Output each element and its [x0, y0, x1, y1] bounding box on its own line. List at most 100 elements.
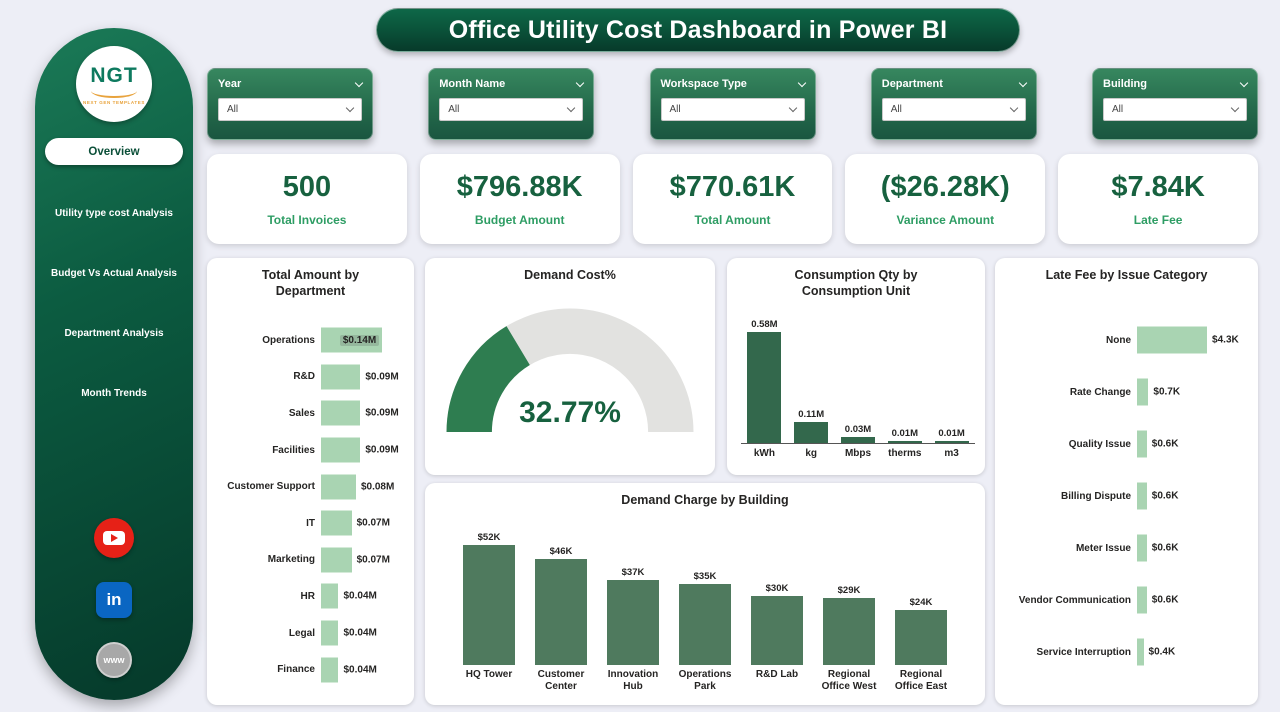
bar-column: 0.01M therms	[881, 312, 929, 461]
chart-title: Demand Charge by Building	[621, 493, 789, 507]
chevron-down-icon	[788, 103, 797, 113]
bar[interactable]	[321, 364, 361, 390]
bar-row: Facilities $0.09M	[215, 432, 406, 469]
bar-track: $0.6K	[1137, 585, 1250, 615]
bar-column: $37K Innovation Hub	[597, 519, 669, 699]
late-fee-by-issue-category-chart: Late Fee by Issue Category None $4.3K Rate…	[995, 258, 1258, 705]
category-label: IT	[306, 517, 315, 529]
category-label: None	[1106, 334, 1131, 346]
data-label: $29K	[837, 585, 861, 597]
youtube-play-box	[103, 531, 125, 545]
bar[interactable]: $0.14M	[321, 327, 383, 353]
department-dropdown[interactable]: All	[881, 98, 1026, 121]
year-dropdown[interactable]: All	[218, 98, 362, 121]
filter-header[interactable]: Department	[882, 78, 1027, 90]
filter-header[interactable]: Month Name	[439, 78, 585, 90]
kpi-value: $770.61K	[669, 171, 796, 203]
data-label: $0.09M	[365, 371, 399, 383]
bar[interactable]	[1137, 326, 1208, 354]
filter-building: Building All	[1092, 68, 1258, 140]
sidebar-item-budget-vs-actual-analysis[interactable]: Budget Vs Actual Analysis	[35, 263, 193, 281]
filter-header[interactable]: Building	[1103, 78, 1249, 90]
sidebar-item-overview[interactable]: Overview	[45, 138, 183, 165]
bar[interactable]	[823, 598, 875, 665]
category-label: Billing Dispute	[1061, 490, 1131, 502]
bar-plot: $35K	[669, 519, 741, 665]
bar-track: $0.08M	[321, 472, 406, 502]
sidebar-item-utility-type-cost-analysis[interactable]: Utility type cost Analysis	[35, 203, 193, 221]
bar[interactable]	[1137, 378, 1149, 406]
bar-track: $0.04M	[321, 581, 406, 611]
bar[interactable]	[1137, 638, 1144, 666]
bar[interactable]	[535, 559, 587, 665]
bar-row: IT $0.07M	[215, 505, 406, 542]
data-label: $52K	[477, 532, 501, 544]
bar[interactable]	[895, 609, 947, 665]
bar-track: $0.6K	[1137, 481, 1250, 511]
data-label: $0.04M	[343, 590, 377, 602]
chevron-down-icon	[1018, 78, 1027, 87]
bar[interactable]	[751, 595, 803, 665]
category-label: Operations	[262, 334, 315, 346]
chart-plot-area: $52K HQ Tower $46K Customer Center $37K Innov…	[453, 519, 957, 699]
sidebar: NGT NEXT GEN TEMPLATES Overview Utility …	[35, 28, 193, 700]
bar-row: None $4.3K	[1003, 314, 1250, 366]
chevron-down-icon	[797, 78, 806, 87]
gauge[interactable]: 32.77%	[444, 306, 696, 432]
gauge-arc	[446, 308, 694, 432]
bar-track: $0.6K	[1137, 533, 1250, 563]
nav-label: Month Trends	[81, 388, 147, 399]
category-label: Regional Office East	[894, 669, 948, 692]
data-label: $0.08M	[360, 481, 395, 493]
youtube-icon[interactable]	[94, 518, 134, 558]
bar-column: 0.11M kg	[787, 312, 835, 461]
data-label: $0.6K	[1151, 594, 1179, 606]
gauge-value: 32.77%	[519, 396, 621, 429]
bar[interactable]	[794, 421, 829, 443]
workspace-type-dropdown[interactable]: All	[660, 98, 805, 121]
filter-header[interactable]: Year	[218, 78, 364, 90]
category-label: m3	[944, 448, 959, 459]
bar[interactable]	[1137, 534, 1147, 562]
bar-plot: $46K	[525, 519, 597, 665]
bar[interactable]	[321, 474, 356, 500]
data-label: $0.14M	[339, 334, 380, 346]
bar[interactable]	[321, 657, 339, 683]
bar[interactable]	[607, 579, 659, 665]
bar[interactable]	[321, 620, 339, 646]
website-globe-icon[interactable]: www	[96, 642, 132, 678]
bar[interactable]	[321, 583, 339, 609]
bar[interactable]	[1137, 430, 1147, 458]
chart-title: Demand Cost%	[524, 268, 616, 282]
bar[interactable]	[321, 400, 361, 426]
filter-header[interactable]: Workspace Type	[660, 78, 806, 90]
bar[interactable]	[887, 441, 922, 443]
category-label: Service Interruption	[1036, 646, 1131, 658]
sidebar-item-month-trends[interactable]: Month Trends	[35, 383, 193, 401]
sidebar-item-department-analysis[interactable]: Department Analysis	[35, 323, 193, 341]
category-label: Regional Office West	[821, 669, 877, 692]
category-label: Customer Center	[537, 669, 585, 692]
category-label: Operations Park	[678, 669, 732, 692]
linkedin-icon[interactable]: in	[96, 582, 132, 618]
bar-plot: $52K	[453, 519, 525, 665]
bar[interactable]	[747, 331, 782, 443]
bar[interactable]	[463, 545, 515, 665]
chevron-down-icon	[576, 78, 585, 87]
bar[interactable]	[840, 437, 875, 443]
bar[interactable]	[321, 437, 361, 463]
building-dropdown[interactable]: All	[1103, 98, 1247, 121]
data-label: $46K	[549, 546, 573, 558]
dropdown-value: All	[1112, 104, 1124, 115]
bar[interactable]	[321, 547, 352, 573]
bar[interactable]	[934, 441, 969, 443]
bar[interactable]	[679, 584, 731, 665]
bar[interactable]	[1137, 586, 1147, 614]
bar-plot: 0.58M	[741, 312, 788, 444]
bar[interactable]	[321, 510, 352, 536]
website-glyph: www	[103, 655, 125, 665]
bar-track: $0.07M	[321, 545, 406, 575]
month-name-dropdown[interactable]: All	[439, 98, 584, 121]
filter-label: Workspace Type	[660, 78, 747, 90]
bar[interactable]	[1137, 482, 1147, 510]
